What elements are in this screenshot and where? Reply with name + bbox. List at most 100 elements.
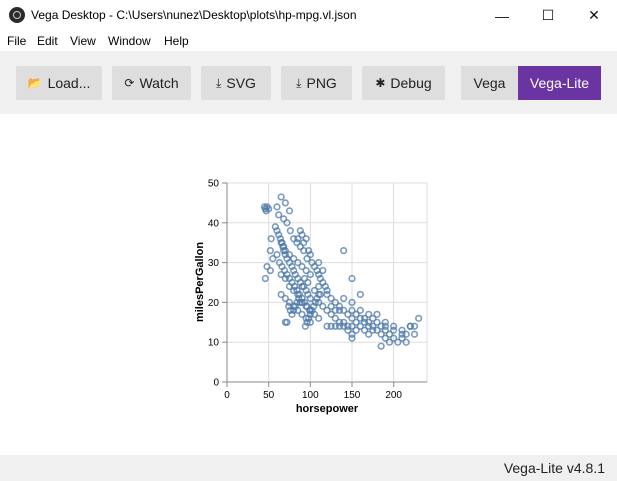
data-point — [323, 306, 331, 314]
data-point — [266, 266, 274, 275]
data-point — [273, 203, 281, 211]
data-point — [269, 255, 277, 263]
data-point — [306, 270, 314, 279]
close-button[interactable]: ✕ — [588, 7, 600, 23]
data-point — [310, 286, 319, 295]
data-point — [415, 314, 423, 322]
svg-button[interactable]: ⤓ SVG — [201, 66, 271, 100]
data-point — [385, 330, 394, 338]
data-point — [302, 266, 310, 275]
data-point — [340, 318, 348, 326]
menu-window[interactable]: Window — [108, 34, 151, 48]
data-point — [277, 270, 285, 279]
y-tick-label: 50 — [208, 179, 220, 190]
maximize-button[interactable]: ☐ — [541, 7, 555, 23]
data-point — [315, 298, 323, 306]
data-point — [340, 306, 348, 314]
data-point — [315, 270, 323, 279]
data-point — [276, 235, 284, 243]
png-button[interactable]: ⤓ PNG — [281, 66, 352, 100]
data-point — [327, 294, 335, 303]
data-point — [402, 338, 410, 346]
data-point — [294, 290, 302, 299]
data-point — [406, 322, 414, 330]
data-point — [277, 193, 285, 201]
data-point — [323, 286, 331, 295]
data-point — [381, 326, 389, 334]
data-point — [302, 286, 310, 295]
bug-icon: ✱ — [375, 76, 386, 90]
data-point — [288, 310, 296, 318]
vega-lite-mode-button[interactable]: Vega-Lite — [518, 66, 601, 100]
data-point — [319, 266, 327, 275]
vega-mode-button[interactable]: Vega — [461, 66, 518, 100]
data-point — [394, 338, 402, 346]
data-point — [390, 334, 398, 342]
plot-area: 0 50 100 150 200 0 10 20 30 40 50 horsepower miles… — [0, 114, 617, 455]
title-bar: Vega Desktop - C:\Users\nunez\Desktop\pl… — [0, 0, 617, 31]
data-point — [335, 322, 344, 330]
menu-view[interactable]: View — [70, 34, 96, 48]
data-point — [308, 306, 316, 314]
data-point — [348, 322, 356, 330]
menu-file[interactable]: File — [7, 34, 27, 48]
data-point — [315, 314, 323, 322]
data-point — [277, 290, 285, 299]
data-point — [281, 247, 289, 255]
debug-button[interactable]: ✱ Debug — [362, 66, 445, 100]
load-button[interactable]: 📂 Load... — [16, 66, 102, 100]
data-point — [323, 322, 331, 330]
data-point — [360, 326, 369, 334]
data-point — [315, 259, 323, 267]
data-point — [323, 290, 331, 299]
data-point — [410, 330, 419, 338]
data-point — [381, 322, 389, 330]
data-point — [290, 286, 298, 295]
data-point — [365, 310, 373, 318]
folder-open-icon: 📂 — [27, 76, 43, 90]
toolbar: 📂 Load... ⟳ Watch ⤓ SVG ⤓ PNG ✱ Debug Ve… — [0, 51, 617, 114]
data-point — [305, 314, 313, 322]
data-point — [261, 274, 269, 283]
y-tick-label: 0 — [213, 378, 219, 389]
data-point — [348, 314, 356, 322]
data-point — [348, 298, 356, 306]
data-point — [295, 294, 303, 303]
data-point — [369, 314, 377, 322]
data-point — [306, 310, 314, 318]
data-point — [316, 290, 324, 299]
menu-help[interactable]: Help — [164, 34, 189, 48]
data-point — [348, 274, 356, 283]
menu-edit[interactable]: Edit — [37, 34, 58, 48]
data-point — [281, 274, 289, 283]
data-point — [335, 306, 344, 314]
data-point — [335, 302, 344, 310]
data-point — [352, 326, 360, 334]
data-point — [356, 306, 364, 314]
data-point — [410, 322, 419, 330]
data-point — [302, 314, 310, 322]
data-point — [335, 318, 344, 326]
minimize-button[interactable]: — — [495, 7, 509, 24]
svg-button-label: SVG — [226, 75, 256, 91]
window-title: Vega Desktop - C:\Users\nunez\Desktop\pl… — [31, 8, 357, 22]
app-logo-icon — [9, 7, 25, 23]
watch-button[interactable]: ⟳ Watch — [112, 66, 191, 100]
data-point — [369, 322, 377, 330]
data-point — [265, 205, 273, 213]
data-point — [360, 314, 369, 322]
data-point — [352, 310, 360, 318]
debug-button-label: Debug — [390, 75, 432, 91]
data-point — [348, 330, 356, 338]
data-point — [340, 247, 348, 255]
data-point — [306, 318, 314, 326]
data-point — [402, 330, 410, 338]
data-point — [294, 235, 302, 243]
data-point — [286, 227, 294, 235]
y-tick-label: 30 — [208, 258, 220, 269]
data-point — [285, 251, 294, 259]
menu-bar: File Edit View Window Help — [0, 31, 617, 51]
data-point — [266, 247, 274, 255]
chart-axes: 0 50 100 150 200 0 10 20 30 40 50 — [208, 179, 427, 401]
chart-points — [260, 193, 423, 350]
